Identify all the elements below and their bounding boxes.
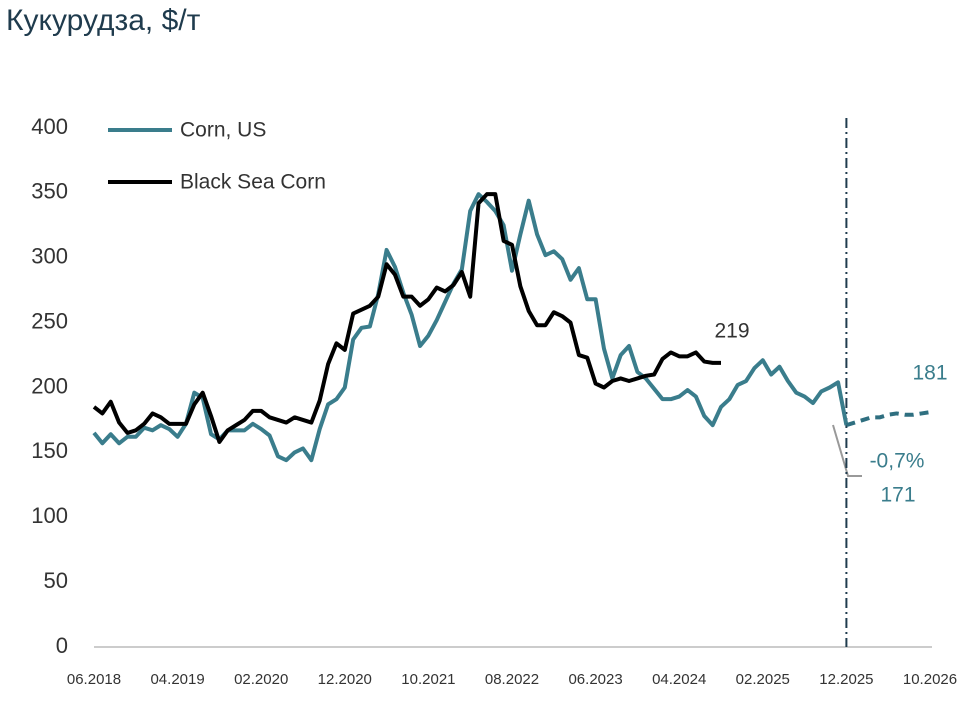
- series-line: [845, 410, 931, 428]
- y-tick-label: 50: [44, 568, 68, 593]
- x-tick-label: 06.2023: [568, 671, 622, 688]
- x-tick-label: 10.2026: [903, 671, 957, 688]
- x-tick-label: 06.2018: [67, 671, 121, 688]
- y-tick-label: 400: [31, 114, 68, 139]
- y-tick-label: 350: [31, 179, 68, 204]
- x-tick-label: 02.2020: [234, 671, 288, 688]
- data-label: 219: [714, 320, 749, 343]
- x-tick-label: 10.2021: [401, 671, 455, 688]
- y-tick-label: 300: [31, 244, 68, 269]
- x-tick-label: 04.2024: [652, 671, 706, 688]
- x-tick-label: 12.2020: [318, 671, 372, 688]
- y-tick-label: 0: [56, 633, 68, 658]
- x-tick-label: 08.2022: [485, 671, 539, 688]
- x-tick-label: 04.2019: [150, 671, 204, 688]
- chart-title: Кукурудза, $/т: [6, 4, 201, 37]
- y-tick-label: 150: [31, 438, 68, 463]
- y-tick-label: 250: [31, 308, 68, 333]
- x-tick-label: 02.2025: [736, 671, 790, 688]
- data-label: 181: [912, 362, 947, 385]
- legend-label: Black Sea Corn: [180, 171, 326, 194]
- legend-label: Corn, US: [180, 119, 266, 142]
- x-tick-label: 12.2025: [819, 671, 873, 688]
- series-line: [92, 192, 721, 444]
- y-tick-label: 100: [31, 503, 68, 528]
- y-tick-label: 200: [31, 373, 68, 398]
- connector: [832, 424, 862, 477]
- data-label: 171: [880, 484, 915, 507]
- annotation: -0,7%: [870, 450, 925, 473]
